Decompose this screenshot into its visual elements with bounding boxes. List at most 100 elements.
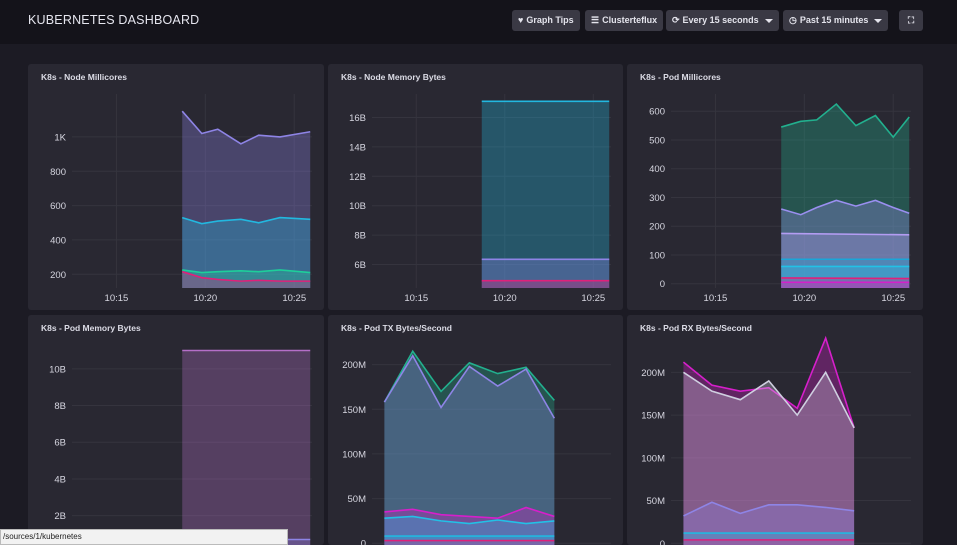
series-area-4 — [683, 539, 855, 545]
series-line-1 — [383, 354, 556, 419]
series-area-3 — [683, 533, 855, 545]
chevron-down-icon — [764, 18, 773, 23]
cell-node-memory-bytes[interactable]: K8s - Node Memory Bytes 6B 8B 10B 12B 14B 16B… — [328, 64, 623, 310]
series-line-2 — [683, 501, 855, 517]
x-tick-label: 10:15 — [404, 293, 428, 304]
series-area-2 — [481, 280, 610, 288]
y-tick-label: 300 — [649, 193, 665, 204]
y-tick-label: 150M — [641, 411, 665, 422]
clock-icon: ◷ — [789, 15, 797, 25]
y-tick-label: 10B — [349, 201, 366, 212]
series-line-3 — [181, 270, 311, 282]
series-line-2 — [781, 232, 910, 236]
y-tick-label: 400 — [649, 164, 665, 175]
chart-node-memory-bytes: 6B 8B 10B 12B 14B 16B 10:15 10:20 10:25 — [349, 94, 611, 304]
y-tick-label: 150M — [342, 405, 366, 416]
cell-title: K8s - Pod Millicores — [640, 72, 721, 82]
y-tick-label: 400 — [50, 235, 66, 246]
series-area-1 — [683, 372, 855, 545]
cell-pod-tx-bytes[interactable]: K8s - Pod TX Bytes/Second 0 50M 100M 150M 20… — [328, 315, 623, 545]
y-tick-label: 0 — [660, 539, 665, 545]
y-tick-label: 200M — [342, 360, 366, 371]
series-line-3 — [384, 515, 555, 525]
x-tick-label: 10:25 — [881, 293, 905, 304]
y-tick-label: 0 — [660, 279, 665, 290]
series-area-1 — [384, 355, 555, 545]
x-tick-label: 10:25 — [581, 293, 605, 304]
cell-node-millicores[interactable]: K8s - Node Millicores 200 400 600 800 1K 10:1… — [28, 64, 324, 310]
x-tick-label: 10:20 — [493, 293, 517, 304]
y-tick-label: 200M — [641, 368, 665, 379]
x-tick-label: 10:25 — [282, 293, 306, 304]
x-tick-label: 10:20 — [193, 293, 217, 304]
series-line-0 — [780, 102, 910, 139]
server-icon: ☰ — [591, 15, 600, 25]
time-range-label: Past 15 minutes — [799, 15, 869, 25]
time-range-dropdown[interactable]: ◷ Past 15 minutes — [783, 10, 889, 31]
chart-pod-millicores: 0 100 200 300 400 500 600 10:15 10:20 10:25 — [649, 94, 911, 304]
series-line-0 — [682, 335, 855, 429]
refresh-dropdown[interactable]: ⟳ Every 15 seconds — [666, 10, 779, 31]
series-line-1 — [683, 370, 855, 429]
series-line-5 — [781, 277, 910, 280]
cell-pod-memory-bytes[interactable]: K8s - Pod Memory Bytes 2B 4B 6B 8B 10B — [28, 315, 324, 545]
y-tick-label: 200 — [50, 270, 66, 281]
series-area-2 — [781, 233, 910, 288]
graph-tips-button[interactable]: ♥ Graph Tips — [512, 10, 580, 31]
y-tick-label: 200 — [649, 222, 665, 233]
y-tick-label: 12B — [349, 172, 366, 183]
series-line-2 — [384, 506, 555, 520]
source-label: Clusterteflux — [602, 15, 658, 25]
series-area-3 — [182, 271, 311, 288]
y-tick-label: 16B — [349, 113, 366, 124]
y-tick-label: 0 — [361, 539, 366, 545]
x-tick-label: 10:20 — [792, 293, 816, 304]
cell-title: K8s - Node Memory Bytes — [341, 72, 446, 82]
y-tick-label: 1K — [54, 132, 66, 143]
series-line-1 — [780, 199, 910, 216]
y-tick-label: 50M — [348, 494, 367, 505]
cell-title: K8s - Pod Memory Bytes — [41, 323, 141, 333]
dashboard-title: KUBERNETES DASHBOARD — [28, 13, 200, 27]
y-tick-label: 50M — [647, 496, 666, 507]
series-line-2 — [182, 269, 311, 274]
y-tick-label: 500 — [649, 135, 665, 146]
y-tick-label: 6B — [54, 438, 66, 449]
y-tick-label: 100M — [342, 449, 366, 460]
y-tick-label: 8B — [54, 401, 66, 412]
series-area-2 — [182, 269, 311, 288]
series-line-1 — [181, 216, 311, 225]
series-area-0 — [683, 338, 855, 545]
cell-pod-millicores[interactable]: K8s - Pod Millicores 0 100 200 300 400 500 600… — [627, 64, 923, 310]
chevron-down-icon — [874, 18, 883, 23]
top-bar: KUBERNETES DASHBOARD ♥ Graph Tips ☰ Cluste… — [0, 0, 957, 44]
y-tick-label: 4B — [54, 474, 66, 485]
series-area-0 — [182, 350, 311, 545]
series-area-6 — [781, 282, 910, 288]
chart-pod-memory-bytes: 2B 4B 6B 8B 10B — [49, 349, 312, 545]
fullscreen-button[interactable]: ⛶ — [899, 10, 923, 31]
source-button[interactable]: ☰ Clusterteflux — [585, 10, 664, 31]
series-line-0 — [181, 110, 311, 145]
series-area-0 — [481, 101, 610, 288]
y-tick-label: 14B — [349, 142, 366, 153]
status-bar-url: /sources/1/kubernetes — [0, 529, 288, 545]
y-tick-label: 600 — [649, 107, 665, 118]
y-tick-label: 6B — [354, 260, 366, 271]
x-tick-label: 10:15 — [105, 293, 129, 304]
graph-tips-label: Graph Tips — [526, 15, 574, 25]
x-tick-label: 10:15 — [704, 293, 728, 304]
refresh-label: Every 15 seconds — [682, 15, 759, 25]
chart-pod-rx-bytes: 0 50M 100M 150M 200M — [641, 335, 911, 545]
refresh-icon: ⟳ — [672, 15, 680, 25]
series-area-3 — [384, 516, 555, 545]
series-area-0 — [781, 104, 910, 288]
dashboard-grid: K8s - Node Millicores 200 400 600 800 1K 10:1… — [0, 44, 957, 545]
chart-pod-tx-bytes: 0 50M 100M 150M 200M — [342, 349, 611, 545]
series-area-2 — [683, 502, 855, 545]
series-area-0 — [182, 111, 311, 288]
y-tick-label: 10B — [49, 364, 66, 375]
series-line-0 — [383, 349, 555, 403]
y-tick-label: 800 — [50, 167, 66, 178]
cell-pod-rx-bytes[interactable]: K8s - Pod RX Bytes/Second 0 50M 100M 150M 20… — [627, 315, 923, 545]
